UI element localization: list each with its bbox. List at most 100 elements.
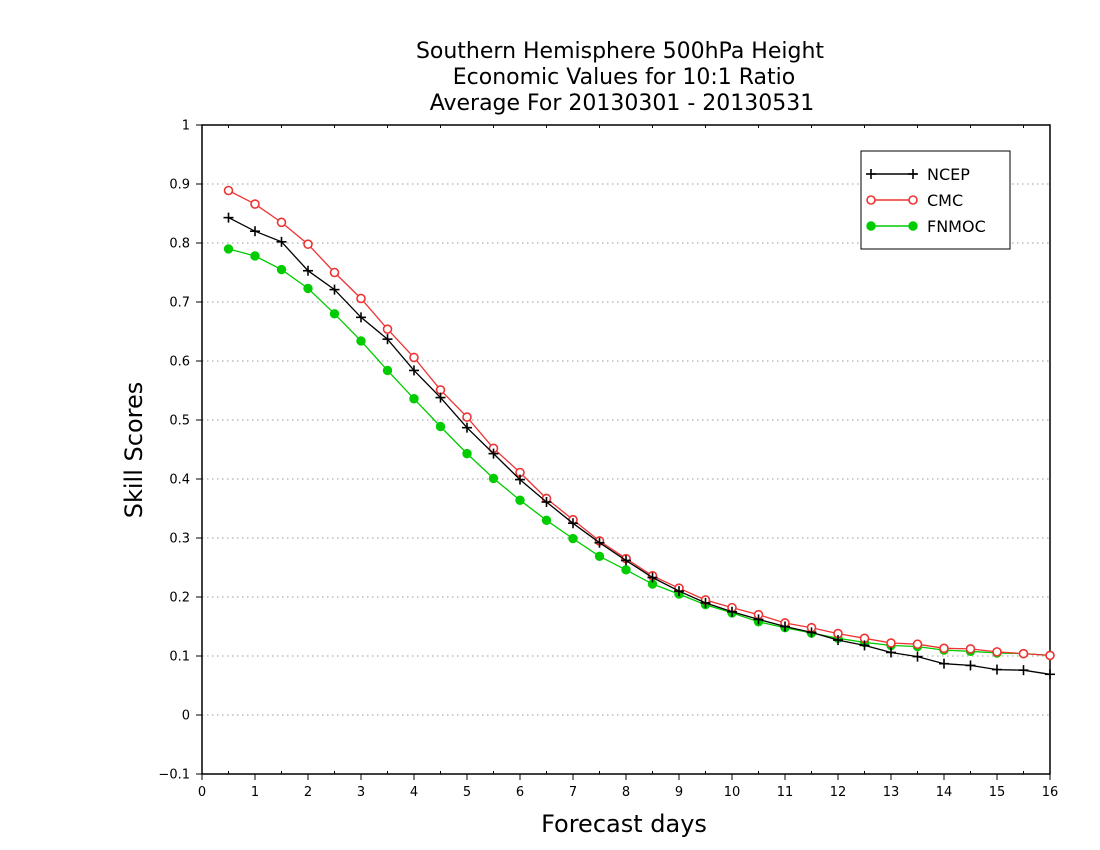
data-point-ncep	[886, 647, 896, 658]
data-point-ncep	[462, 422, 472, 433]
series-ncep	[223, 212, 1055, 680]
data-point-ncep	[965, 660, 976, 671]
data-point-cmc	[912, 639, 923, 650]
x-tick-label: 7	[569, 785, 577, 800]
series-fnmoc	[223, 244, 1055, 661]
data-point-ncep	[859, 640, 870, 651]
data-point-ncep	[753, 614, 764, 625]
data-point-cmc	[356, 293, 366, 304]
data-point-ncep	[621, 555, 631, 566]
data-point-ncep	[912, 651, 923, 662]
data-point-cmc	[462, 412, 472, 422]
data-point-cmc	[409, 352, 419, 363]
data-point-cmc	[992, 647, 1002, 657]
data-point-fnmoc	[329, 309, 340, 319]
data-point-ncep	[568, 518, 578, 529]
series-cmc	[223, 185, 1055, 661]
x-tick-label: 13	[883, 785, 900, 800]
data-point-cmc	[382, 324, 393, 334]
x-axis-label: Forecast days	[541, 810, 707, 838]
data-point-ncep	[806, 627, 817, 638]
y-tick-label: 0.3	[169, 532, 190, 547]
legend-marker-ncep	[866, 169, 876, 179]
x-tick-label: 12	[830, 785, 847, 800]
data-point-ncep	[409, 365, 419, 376]
x-tick-label: 0	[198, 785, 206, 800]
data-point-cmc	[1018, 648, 1029, 659]
data-point-fnmoc	[462, 448, 472, 459]
data-point-ncep	[833, 635, 843, 646]
x-tick-label: 1	[251, 785, 259, 800]
data-point-fnmoc	[382, 365, 393, 376]
data-point-ncep	[488, 448, 499, 459]
data-point-ncep	[727, 606, 737, 617]
series-line-fnmoc	[228, 248, 1051, 657]
data-point-fnmoc	[250, 251, 260, 261]
y-axis-label: Skill Scores	[120, 382, 148, 519]
data-point-cmc	[223, 185, 234, 196]
y-tick-label: 0	[182, 709, 190, 724]
chart-title: Southern Hemisphere 500hPa Height Econom…	[416, 39, 824, 116]
legend-marker-fnmoc	[908, 221, 918, 231]
data-point-fnmoc	[276, 264, 287, 275]
series-line-cmc	[228, 189, 1051, 657]
title-line-2: Economic Values for 10:1 Ratio	[453, 65, 795, 90]
data-point-ncep	[780, 621, 790, 632]
data-point-ncep	[1045, 669, 1055, 680]
legend-marker-ncep	[908, 169, 918, 179]
y-tick-label: 0.7	[169, 296, 190, 311]
data-point-ncep	[223, 212, 234, 223]
data-point-ncep	[250, 226, 260, 237]
data-point-ncep	[356, 312, 366, 323]
data-point-fnmoc	[356, 336, 366, 346]
legend-label-ncep: NCEP	[927, 165, 970, 184]
data-point-cmc	[329, 267, 340, 278]
data-point-fnmoc	[409, 394, 419, 404]
x-tick-label: 16	[1042, 785, 1059, 800]
data-point-fnmoc	[435, 421, 446, 432]
data-point-ncep	[992, 664, 1002, 675]
data-point-cmc	[276, 217, 287, 228]
x-tick-label: 15	[989, 785, 1006, 800]
data-point-fnmoc	[515, 495, 525, 505]
x-tick-label: 4	[410, 785, 418, 800]
data-point-ncep	[594, 537, 605, 548]
data-point-fnmoc	[223, 244, 234, 254]
x-tick-label: 10	[724, 785, 741, 800]
x-tick-label: 3	[357, 785, 365, 800]
data-point-fnmoc	[303, 283, 313, 294]
data-point-cmc	[939, 643, 949, 654]
data-point-fnmoc	[541, 515, 552, 525]
x-tick-label: 6	[516, 785, 524, 800]
y-tick-label: 0.1	[169, 650, 190, 665]
legend: NCEP CMC FNMOC	[860, 150, 1011, 250]
data-point-fnmoc	[621, 565, 631, 575]
data-point-cmc	[965, 644, 976, 654]
data-point-ncep	[303, 265, 313, 276]
data-point-cmc	[886, 638, 896, 648]
data-point-cmc	[250, 199, 260, 209]
data-point-ncep	[647, 572, 658, 583]
x-tick-label: 8	[622, 785, 630, 800]
legend-marker-cmc	[908, 195, 918, 205]
data-point-fnmoc	[594, 551, 605, 561]
y-tick-label: 1	[182, 119, 190, 134]
data-point-fnmoc	[488, 473, 499, 484]
data-point-ncep	[515, 474, 525, 485]
y-tick-label: 0.8	[169, 237, 190, 252]
x-tick-label: 14	[936, 785, 953, 800]
data-point-ncep	[1018, 665, 1029, 676]
legend-marker-cmc	[866, 195, 876, 205]
title-line-1: Southern Hemisphere 500hPa Height	[416, 39, 824, 64]
legend-label-fnmoc: FNMOC	[927, 217, 986, 236]
legend-marker-fnmoc	[866, 221, 876, 231]
y-tick-label: 0.4	[169, 473, 190, 488]
data-point-fnmoc	[568, 533, 578, 544]
data-point-cmc	[303, 239, 313, 249]
axis-ticks: −0.100.10.20.30.40.50.60.70.80.910 1 2 3 4 5 6…	[158, 119, 1058, 801]
data-point-ncep	[382, 334, 393, 345]
y-tick-label: 0.2	[169, 591, 190, 606]
x-tick-label: 2	[304, 785, 312, 800]
data-point-ncep	[939, 658, 949, 669]
